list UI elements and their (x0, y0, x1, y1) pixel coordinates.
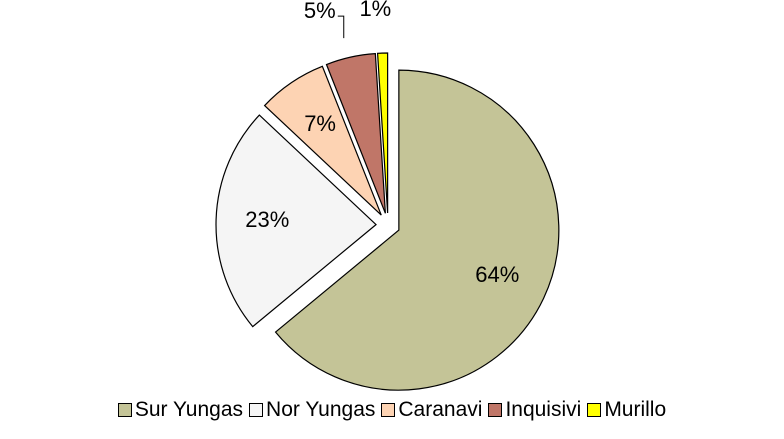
pie-slice (376, 52, 389, 214)
legend-swatch (117, 403, 132, 417)
data-label: 7% (304, 111, 336, 136)
legend-item: Murillo (587, 398, 666, 422)
legend-label: Murillo (604, 398, 667, 421)
legend-label: Sur Yungas (134, 398, 244, 421)
legend-item: Nor Yungas (249, 398, 375, 422)
legend-label: Nor Yungas (266, 398, 376, 421)
pie-slice (215, 114, 377, 328)
legend-swatch (249, 403, 264, 417)
pie-slice (325, 52, 386, 214)
legend-item: Caranavi (381, 398, 482, 422)
data-label: 5% (304, 0, 336, 23)
legend: Sur Yungas Nor Yungas Caranavi Inquisivi Mur… (0, 398, 784, 422)
leader-line (337, 15, 345, 39)
data-label: 64% (475, 262, 519, 287)
legend-swatch (381, 403, 396, 417)
chart: 64% 23% 7% 5% 1% (215, 0, 560, 391)
legend-item: Inquisivi (488, 398, 581, 422)
pie-slice (263, 65, 382, 216)
pie-slice (274, 69, 560, 391)
data-label: 23% (245, 207, 289, 232)
data-label: 1% (359, 0, 391, 21)
legend-label: Caranavi (398, 398, 483, 421)
legend-swatch (488, 403, 503, 417)
legend-swatch (587, 403, 602, 417)
legend-label: Inquisivi (505, 398, 582, 421)
legend-item: Sur Yungas (117, 398, 244, 422)
